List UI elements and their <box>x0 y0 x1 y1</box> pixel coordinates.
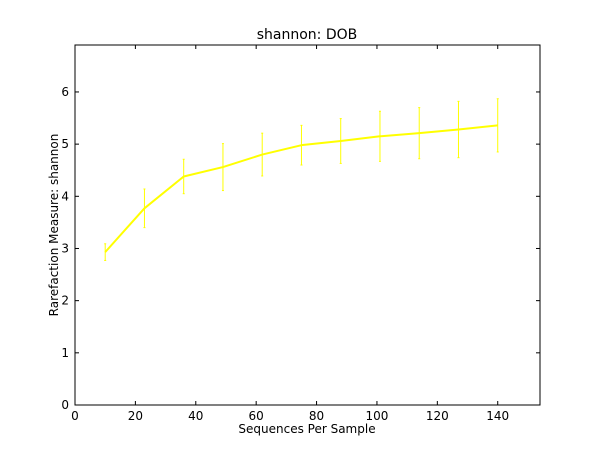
y-tick-label: 4 <box>61 189 69 203</box>
x-tick-label: 0 <box>71 409 79 423</box>
x-tick-label: 140 <box>486 409 509 423</box>
axis-ticks: 0 20 40 60 80 100 120 140 0 1 2 3 4 5 6 <box>61 45 540 423</box>
x-tick-label: 80 <box>309 409 324 423</box>
series-line <box>104 124 498 253</box>
y-tick-label: 3 <box>61 241 69 255</box>
y-axis-label: Rarefaction Measure: shannon <box>47 134 61 317</box>
x-tick-label: 40 <box>188 409 203 423</box>
series-layer <box>104 98 499 261</box>
x-tick-label: 120 <box>426 409 449 423</box>
y-tick-label: 0 <box>61 398 69 412</box>
plot-area <box>74 44 541 406</box>
x-tick-label: 20 <box>128 409 143 423</box>
y-tick-label: 1 <box>61 346 69 360</box>
y-tick-label: 2 <box>61 294 69 308</box>
chart-title: shannon: DOB <box>257 27 358 43</box>
x-tick-label: 100 <box>365 409 388 423</box>
x-axis-label: Sequences Per Sample <box>238 422 375 436</box>
x-tick-label: 60 <box>249 409 264 423</box>
y-tick-label: 5 <box>61 137 69 151</box>
y-tick-label: 6 <box>61 85 69 99</box>
